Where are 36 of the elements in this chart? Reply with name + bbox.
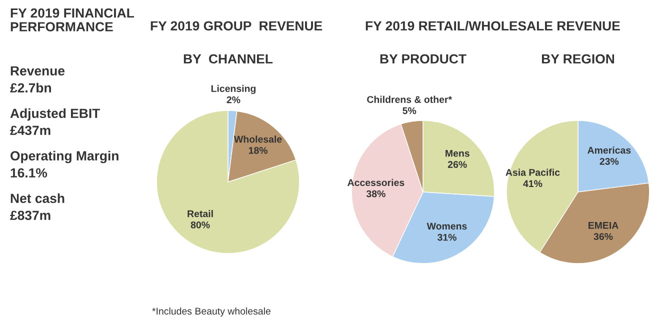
chart-subtitle: BY REGION bbox=[542, 54, 614, 64]
data-label: 26% bbox=[448, 161, 467, 168]
slice-label: EMEIA bbox=[588, 222, 618, 229]
text: Operating Margin bbox=[10, 150, 118, 164]
text: £2.7bn bbox=[10, 82, 51, 93]
data-label: 41% bbox=[523, 180, 542, 188]
slice-label: Childrens & other* bbox=[367, 96, 452, 103]
text: Revenue bbox=[10, 66, 65, 76]
slice-label: Accessories bbox=[348, 178, 404, 186]
slice-label: Wholesale bbox=[234, 136, 282, 143]
text: FY 2019 FINANCIAL PERFORMANCE bbox=[10, 8, 134, 32]
chart-subtitle: BY CHANNEL bbox=[184, 54, 273, 64]
slice-label: Asia Pacific bbox=[506, 168, 560, 176]
text: *Includes Beauty wholesale bbox=[152, 307, 270, 317]
data-label: 23% bbox=[600, 158, 619, 165]
text: Adjusted EBIT bbox=[10, 108, 100, 121]
slice-label: Mens bbox=[446, 150, 470, 157]
data-label: 38% bbox=[366, 190, 386, 198]
slice-label: Retail bbox=[188, 210, 213, 218]
text: Net cash bbox=[10, 193, 64, 204]
data-label: 36% bbox=[594, 233, 613, 240]
text: 16.1% bbox=[10, 168, 48, 178]
slice-label: Womens bbox=[426, 222, 467, 230]
text: £837m bbox=[10, 210, 50, 220]
data-label: 18% bbox=[248, 146, 268, 154]
chart-title: FY 2019 GROUP REVENUE bbox=[150, 21, 322, 31]
data-label: 5% bbox=[402, 107, 416, 114]
data-label: 31% bbox=[437, 234, 456, 241]
slice-label: Americas bbox=[588, 146, 631, 154]
chart-subtitle: BY PRODUCT bbox=[380, 54, 466, 64]
data-label: 80% bbox=[190, 221, 210, 228]
text: £437m bbox=[10, 126, 50, 136]
pie-slice bbox=[156, 110, 300, 254]
chart-title: FY 2019 RETAIL/WHOLESALE REVENUE bbox=[366, 20, 620, 31]
slice-label: Licensing bbox=[211, 84, 256, 94]
data-label: 2% bbox=[226, 96, 240, 104]
